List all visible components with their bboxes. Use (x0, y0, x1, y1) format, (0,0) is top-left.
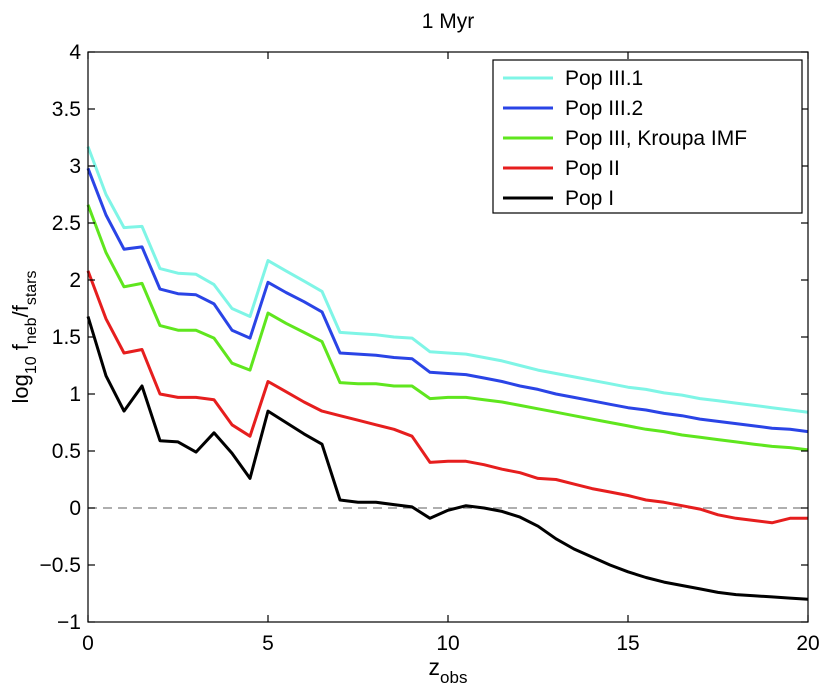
y-tick-label: 0 (69, 497, 81, 520)
y-tick-label: −1 (57, 611, 81, 634)
chart-title: 1 Myr (422, 10, 475, 33)
x-axis-label: zobs (429, 654, 468, 687)
legend-label-1: Pop III.1 (565, 67, 643, 90)
x-tick-label: 0 (82, 632, 94, 655)
y-tick-label: 3 (69, 155, 81, 178)
x-tick-label: 15 (616, 632, 639, 655)
y-tick-label: 3.5 (52, 98, 81, 121)
x-tick-label: 10 (436, 632, 459, 655)
series-line-4 (86, 270, 808, 525)
y-axis-label: log10 fneb/fstars (8, 271, 40, 404)
ticks-layer: 0 5 10 15 20 −1 −0.5 0 0.5 1 1.5 2 2.5 3 3.5 4 (40, 41, 820, 655)
y-tick-label: 4 (69, 41, 81, 64)
series-line-2 (86, 167, 809, 434)
y-tick-label: 1.5 (52, 326, 81, 349)
y-tick-label: 0.5 (52, 440, 81, 463)
legend-label-3: Pop III, Kroupa IMF (565, 127, 747, 150)
y-axis-label-part: stars (23, 271, 40, 306)
x-axis-label-base: z (429, 654, 441, 680)
series-layer (86, 146, 809, 601)
y-axis-label-part: 10 (23, 356, 40, 374)
y-tick-label: −0.5 (40, 554, 81, 577)
x-tick-label: 5 (262, 632, 274, 655)
y-axis-label-part: /f (8, 304, 33, 317)
legend-label-5: Pop I (565, 187, 614, 210)
legend: Pop III.1 Pop III.2 Pop III, Kroupa IMF Pop… (492, 59, 803, 214)
series-line-5 (86, 316, 809, 601)
legend-label-2: Pop III.2 (565, 97, 643, 120)
legend-label-4: Pop II (565, 157, 620, 180)
series-line-1 (86, 146, 809, 414)
y-axis-label-part: neb (23, 317, 40, 344)
y-axis-label-part: log (8, 374, 33, 403)
x-tick-label: 20 (796, 632, 819, 655)
y-tick-label: 2 (69, 269, 81, 292)
y-axis-label-part: f (8, 343, 33, 356)
y-tick-label: 2.5 (52, 212, 81, 235)
x-axis-label-sub: obs (440, 668, 467, 687)
y-tick-label: 1 (69, 383, 81, 406)
series-line-3 (86, 204, 809, 452)
